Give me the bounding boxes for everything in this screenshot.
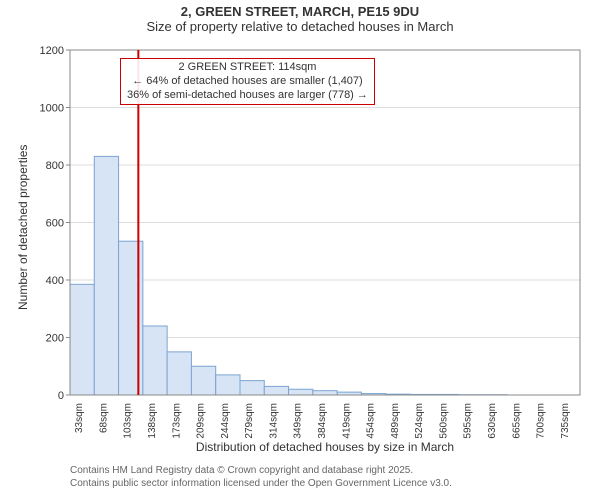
histogram-bar (191, 366, 215, 395)
histogram-bar (167, 352, 191, 395)
svg-text:400: 400 (46, 275, 64, 287)
x-tick-label: 735sqm (560, 403, 571, 439)
histogram-bar (264, 386, 288, 395)
marker-callout: 2 GREEN STREET: 114sqm ← 64% of detached… (120, 58, 375, 105)
attribution: Contains HM Land Registry data © Crown c… (70, 464, 452, 490)
attribution-line2: Contains public sector information licen… (70, 477, 452, 490)
histogram-bar (143, 326, 167, 395)
svg-text:1200: 1200 (40, 45, 64, 57)
x-tick-label: 103sqm (123, 403, 134, 439)
svg-text:1000: 1000 (40, 103, 64, 115)
svg-text:200: 200 (46, 333, 64, 345)
x-tick-label: 314sqm (268, 403, 279, 439)
x-tick-label: 244sqm (220, 403, 231, 439)
histogram-bar (313, 391, 337, 395)
svg-text:0: 0 (58, 390, 64, 402)
x-tick-label: 384sqm (317, 403, 328, 439)
x-tick-label: 419sqm (341, 403, 352, 439)
x-tick-label: 209sqm (196, 403, 207, 439)
x-tick-label: 138sqm (147, 403, 158, 439)
histogram-bar (289, 389, 313, 395)
x-tick-label: 349sqm (293, 403, 304, 439)
histogram-bar (240, 381, 264, 395)
x-tick-label: 560sqm (438, 403, 449, 439)
callout-line1: 2 GREEN STREET: 114sqm (127, 61, 368, 75)
x-tick-label: 595sqm (463, 403, 474, 439)
x-tick-label: 68sqm (98, 403, 109, 433)
x-tick-label: 454sqm (366, 403, 377, 439)
x-tick-label: 489sqm (390, 403, 401, 439)
histogram-bar (94, 156, 118, 395)
x-tick-label: 665sqm (511, 403, 522, 439)
x-tick-label: 173sqm (171, 403, 182, 439)
x-tick-label: 524sqm (414, 403, 425, 439)
histogram-bar (70, 284, 94, 395)
x-tick-label: 700sqm (536, 403, 547, 439)
attribution-line1: Contains HM Land Registry data © Crown c… (70, 464, 452, 477)
x-tick-label: 630sqm (487, 403, 498, 439)
histogram-bar (216, 375, 240, 395)
x-tick-label: 33sqm (74, 403, 85, 433)
callout-line2: ← 64% of detached houses are smaller (1,… (127, 75, 368, 89)
x-tick-label: 279sqm (244, 403, 255, 439)
callout-line3: 36% of semi-detached houses are larger (… (127, 89, 368, 103)
x-axis-label: Distribution of detached houses by size … (70, 440, 580, 454)
y-axis-label: Number of detached properties (16, 145, 30, 310)
svg-text:600: 600 (46, 218, 64, 230)
svg-text:800: 800 (46, 160, 64, 172)
